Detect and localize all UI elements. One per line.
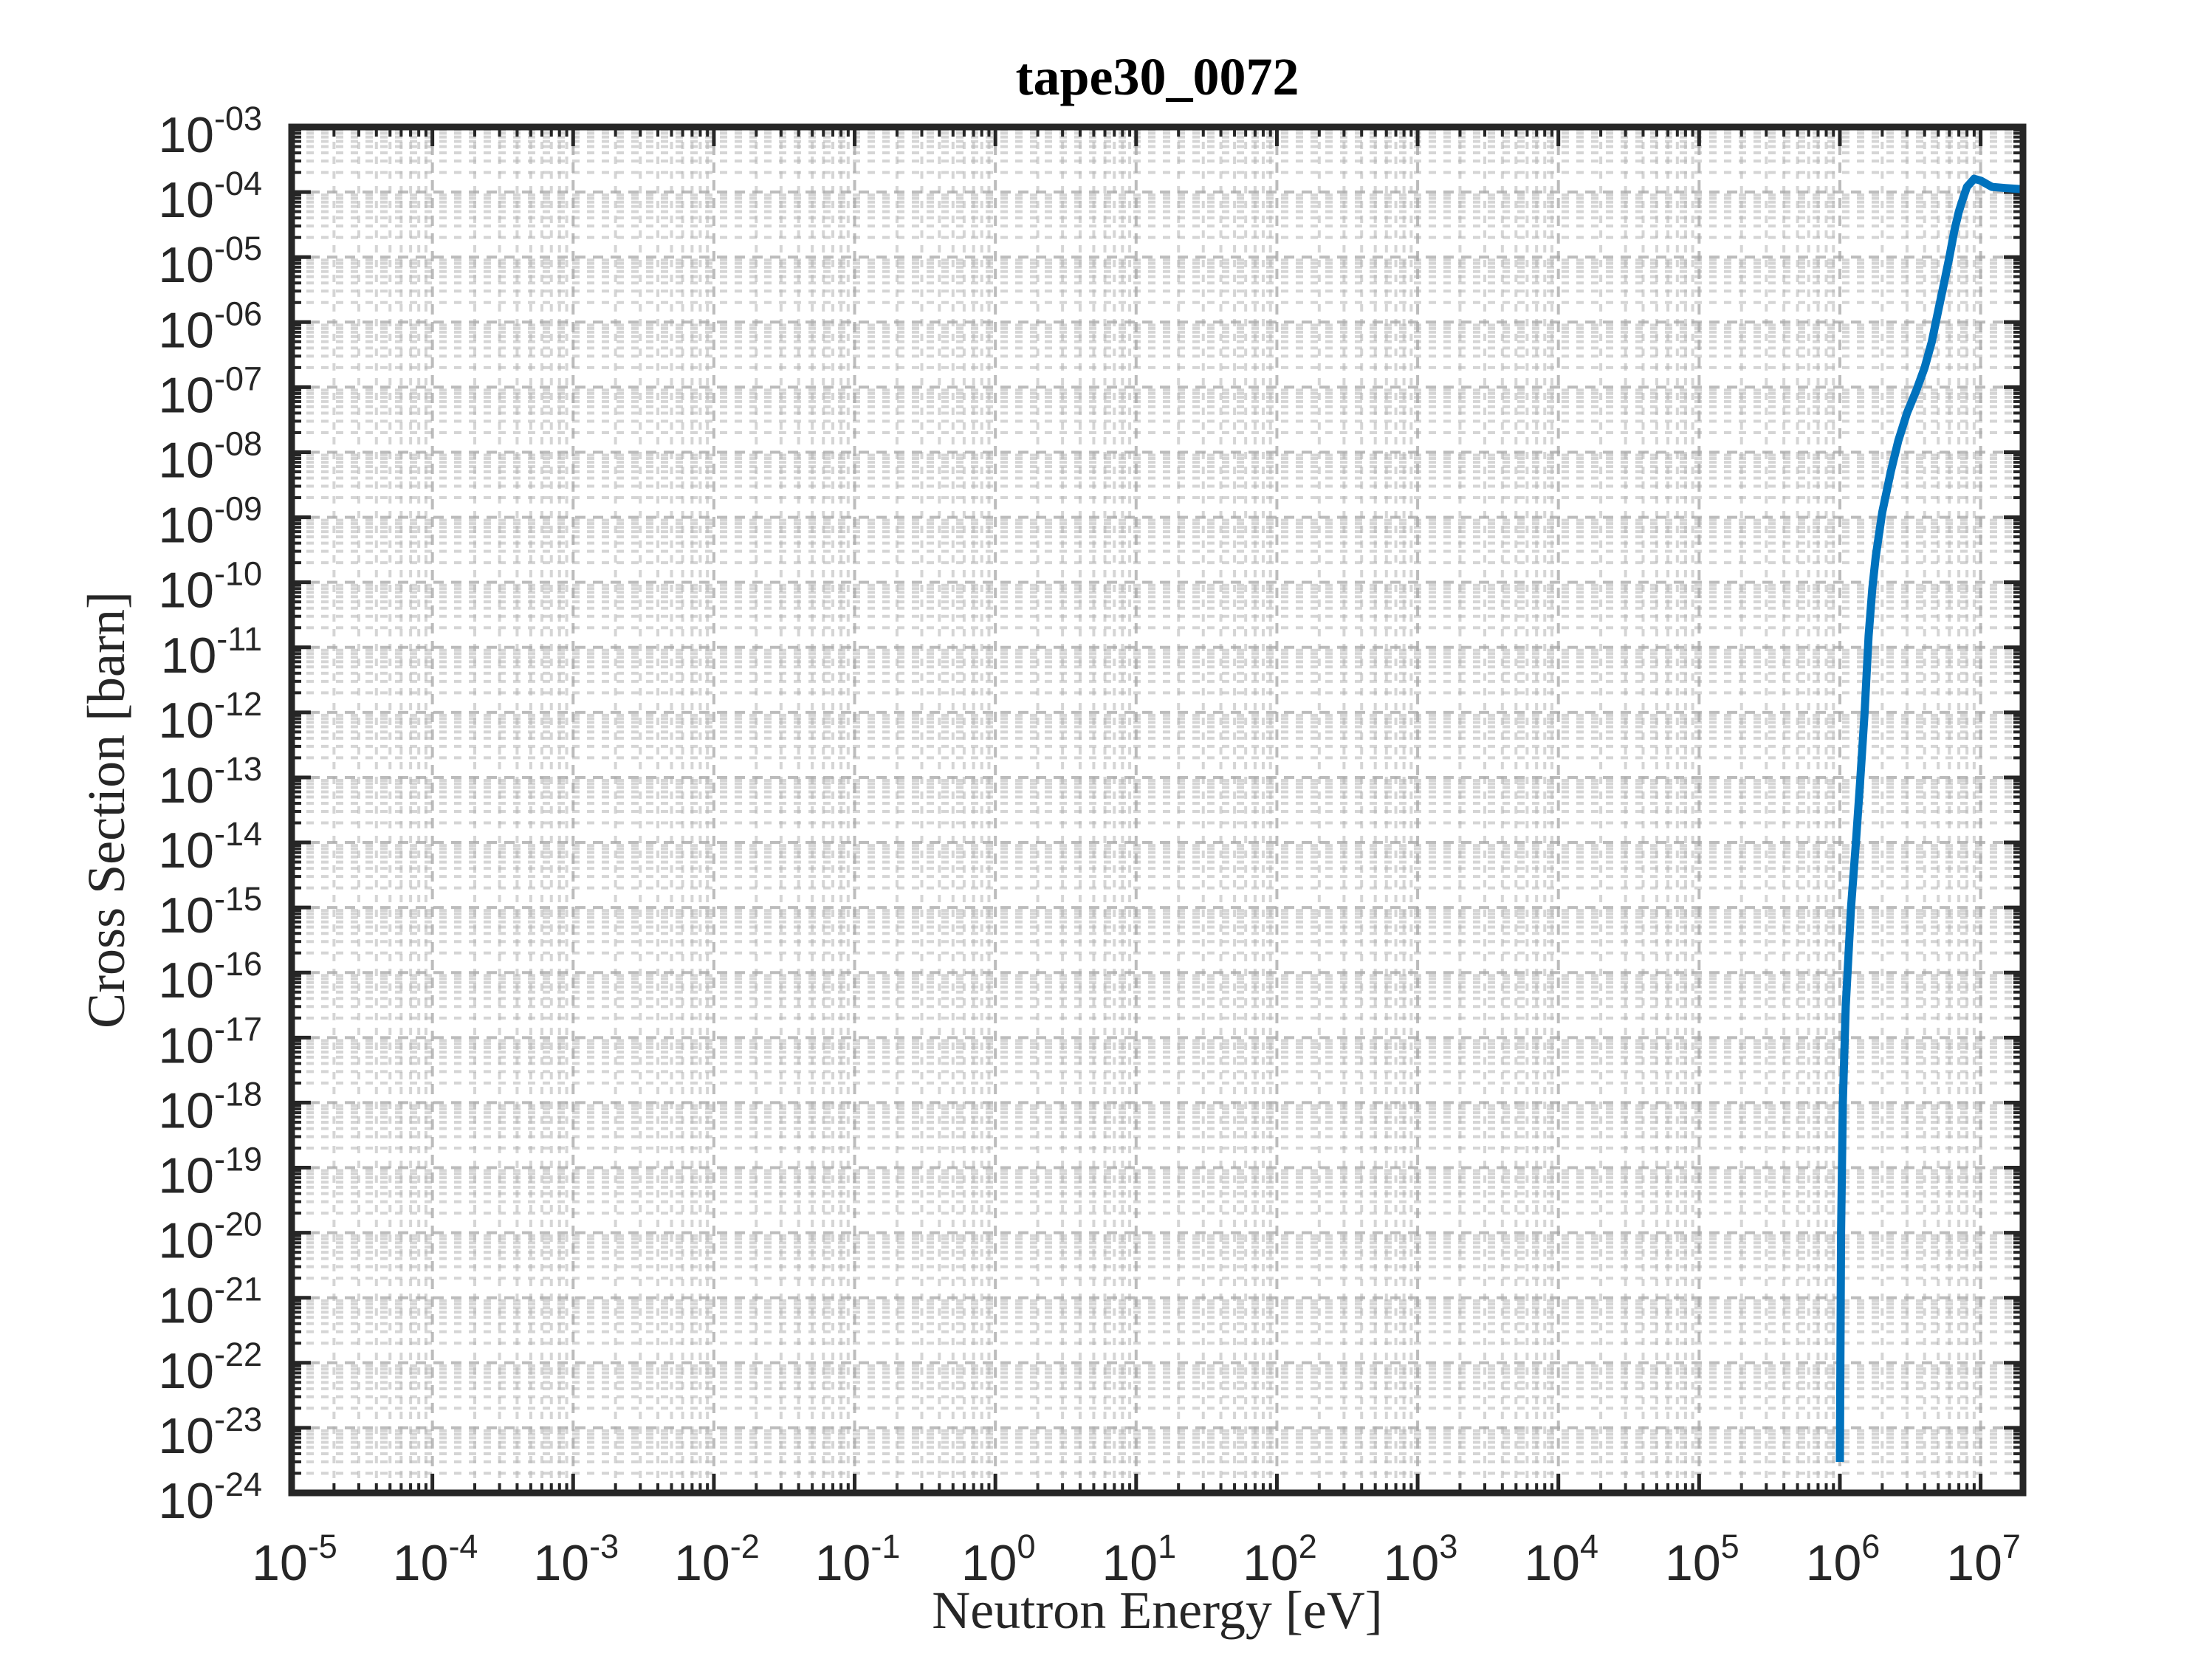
y-tick-label: 10-16 — [158, 945, 262, 1009]
x-tick-label: 101 — [1102, 1528, 1176, 1591]
x-tick-label: 10-1 — [815, 1528, 901, 1591]
y-tick-label: 10-11 — [161, 620, 262, 684]
axes-box — [288, 123, 2027, 1497]
x-tick-label: 106 — [1806, 1528, 1880, 1591]
y-tick-label: 10-20 — [158, 1206, 262, 1269]
x-tick-label: 10-5 — [252, 1528, 337, 1591]
y-tick-label: 10-19 — [158, 1141, 262, 1204]
y-tick-label: 10-18 — [158, 1075, 262, 1138]
plot-area — [292, 127, 2023, 1493]
x-tick-label: 107 — [1946, 1528, 2021, 1591]
y-tick-label: 10-07 — [158, 360, 262, 423]
y-tick-label: 10-06 — [158, 295, 262, 358]
y-tick-label: 10-21 — [158, 1271, 262, 1334]
y-tick-label: 10-13 — [158, 750, 262, 814]
y-tick-label: 10-10 — [158, 555, 262, 619]
x-tick-label: 100 — [961, 1528, 1036, 1591]
series-line-0 — [1835, 174, 2024, 1463]
y-axis-label: Cross Section [barn] — [77, 591, 136, 1028]
y-tick-label: 10-12 — [158, 685, 262, 749]
y-tick-label: 10-14 — [158, 815, 262, 879]
x-tick-label: 103 — [1384, 1528, 1458, 1591]
y-tick-label: 10-22 — [158, 1336, 262, 1399]
x-axis-label: Neutron Energy [eV] — [932, 1581, 1382, 1640]
y-tick-label: 10-03 — [158, 100, 262, 163]
x-tick-label: 10-4 — [393, 1528, 478, 1591]
y-tick-label: 10-04 — [158, 165, 262, 228]
x-tick-label: 105 — [1665, 1528, 1739, 1591]
x-tick-label: 10-2 — [674, 1528, 760, 1591]
y-tick-label: 10-17 — [158, 1010, 262, 1074]
y-tick-label: 10-24 — [158, 1466, 262, 1529]
y-tick-label: 10-23 — [158, 1401, 262, 1464]
y-tick-label: 10-09 — [158, 490, 262, 554]
x-tick-label: 10-3 — [533, 1528, 619, 1591]
chart-title: tape30_0072 — [1016, 47, 1299, 106]
y-tick-label: 10-05 — [158, 230, 262, 293]
y-tick-label: 10-15 — [158, 880, 262, 944]
x-tick-label: 102 — [1243, 1528, 1317, 1591]
y-tick-label: 10-08 — [158, 425, 262, 488]
x-tick-label: 104 — [1524, 1528, 1598, 1591]
